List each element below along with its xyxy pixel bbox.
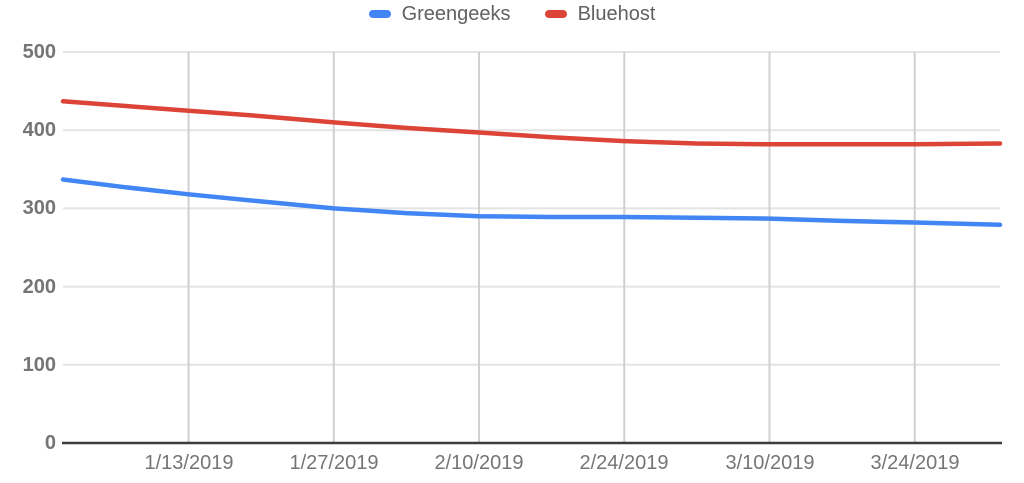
chart-legend: Greengeeks Bluehost [0, 1, 1024, 27]
y-axis-tick-200: 200 [22, 276, 56, 298]
y-axis-tick-300: 300 [22, 197, 56, 219]
greengeeks-series-swatch-icon [368, 10, 391, 18]
legend-label-bluehost: Bluehost [577, 3, 656, 25]
legend-item-greengeeks[interactable]: Greengeeks [368, 2, 511, 26]
x-axis-tick-6: 3/24/2019 [870, 452, 960, 474]
x-axis-tick-5: 3/10/2019 [725, 452, 815, 474]
y-axis-tick-500: 500 [22, 41, 56, 63]
x-axis-tick-1: 1/13/2019 [144, 452, 234, 474]
y-axis-tick-400: 400 [22, 119, 56, 141]
x-axis-tick-4: 2/24/2019 [579, 452, 669, 474]
bluehost-series-line [60, 99, 1003, 147]
y-axis-tick-0: 0 [44, 432, 56, 454]
x-axis-tick-2: 1/27/2019 [289, 452, 379, 474]
bluehost-series-swatch-icon [544, 10, 567, 18]
legend-label-greengeeks: Greengeeks [401, 3, 511, 25]
legend-item-bluehost[interactable]: Bluehost [544, 2, 656, 26]
x-axis-tick-3: 2/10/2019 [434, 452, 524, 474]
y-axis-tick-100: 100 [22, 354, 56, 376]
greengeeks-series-line [60, 177, 1003, 228]
